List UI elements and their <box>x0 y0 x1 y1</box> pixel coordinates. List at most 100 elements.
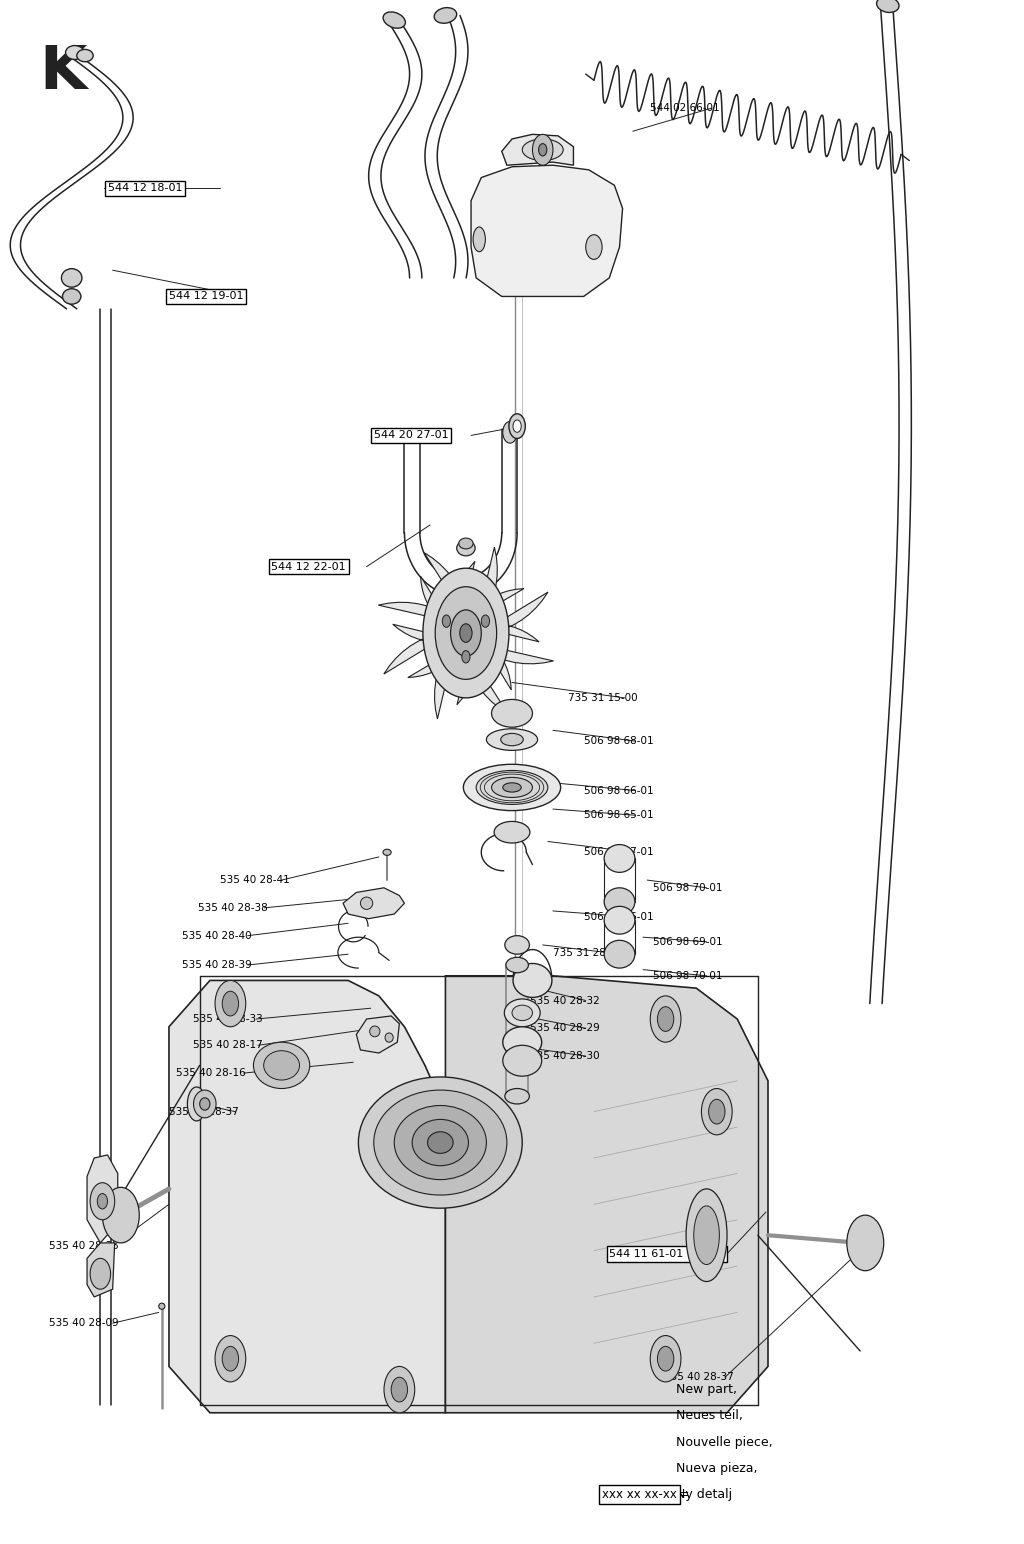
Ellipse shape <box>66 45 84 60</box>
Circle shape <box>90 1258 111 1289</box>
Ellipse shape <box>254 1042 310 1089</box>
Circle shape <box>215 1336 246 1382</box>
Polygon shape <box>502 134 573 165</box>
Text: 535 40 28-38: 535 40 28-38 <box>198 903 267 913</box>
Ellipse shape <box>394 1106 486 1180</box>
Circle shape <box>102 1187 139 1243</box>
Circle shape <box>509 414 525 438</box>
Text: 535 40 28-40: 535 40 28-40 <box>182 931 252 940</box>
Ellipse shape <box>522 139 563 161</box>
Ellipse shape <box>434 8 457 23</box>
Ellipse shape <box>694 1206 719 1265</box>
Circle shape <box>462 650 470 662</box>
Polygon shape <box>480 547 524 611</box>
Circle shape <box>709 1099 725 1124</box>
Text: 506 98 66-01: 506 98 66-01 <box>584 786 653 795</box>
Ellipse shape <box>604 845 635 872</box>
Text: Ny detalj: Ny detalj <box>676 1488 732 1501</box>
Circle shape <box>97 1194 108 1209</box>
Text: 535 40 28-32: 535 40 28-32 <box>530 996 600 1005</box>
Ellipse shape <box>604 940 635 968</box>
Text: 535 40 28-16: 535 40 28-16 <box>176 1068 246 1078</box>
Polygon shape <box>87 1243 115 1297</box>
Text: 535 40 28-29: 535 40 28-29 <box>530 1024 600 1033</box>
Ellipse shape <box>604 906 635 934</box>
Circle shape <box>90 1183 115 1220</box>
Text: 506 98 69-01: 506 98 69-01 <box>653 937 723 946</box>
Polygon shape <box>356 1016 399 1053</box>
Text: xxx xx xx-xx: xxx xx xx-xx <box>602 1488 677 1501</box>
Polygon shape <box>445 976 768 1413</box>
Circle shape <box>657 1346 674 1371</box>
Text: 506 98 65-01: 506 98 65-01 <box>584 811 653 820</box>
Ellipse shape <box>586 235 602 259</box>
Text: 535 40 28-37: 535 40 28-37 <box>169 1107 239 1116</box>
Ellipse shape <box>513 963 552 997</box>
Polygon shape <box>378 576 443 619</box>
Ellipse shape <box>264 1050 300 1081</box>
Ellipse shape <box>505 936 529 954</box>
Ellipse shape <box>459 537 473 548</box>
Circle shape <box>222 991 239 1016</box>
Circle shape <box>532 134 553 165</box>
Circle shape <box>384 1366 415 1413</box>
Circle shape <box>460 624 472 642</box>
Ellipse shape <box>383 12 406 28</box>
Text: 506 98 67-01: 506 98 67-01 <box>584 848 653 857</box>
Ellipse shape <box>77 49 93 62</box>
Ellipse shape <box>383 849 391 855</box>
Ellipse shape <box>503 783 521 792</box>
Text: 535 40 28-35: 535 40 28-35 <box>49 1241 119 1251</box>
Ellipse shape <box>428 1132 453 1153</box>
Text: 535 40 28-41: 535 40 28-41 <box>220 875 290 885</box>
Ellipse shape <box>457 540 475 556</box>
Text: K: K <box>39 43 86 102</box>
Circle shape <box>503 422 517 443</box>
Ellipse shape <box>385 1033 393 1042</box>
Circle shape <box>391 1377 408 1402</box>
Ellipse shape <box>492 699 532 727</box>
Ellipse shape <box>501 733 523 746</box>
Ellipse shape <box>360 897 373 909</box>
Ellipse shape <box>492 778 532 797</box>
Text: 544 12 18-01: 544 12 18-01 <box>108 184 182 193</box>
Circle shape <box>657 1007 674 1031</box>
Ellipse shape <box>512 1005 532 1021</box>
Text: Neues teil,: Neues teil, <box>676 1410 742 1422</box>
Text: 544 20 27-01: 544 20 27-01 <box>374 431 449 440</box>
Circle shape <box>481 615 489 627</box>
Ellipse shape <box>61 269 82 287</box>
Circle shape <box>435 587 497 679</box>
Text: 506 98 66-01: 506 98 66-01 <box>584 913 653 922</box>
Text: 506 98 70-01: 506 98 70-01 <box>653 971 723 980</box>
Ellipse shape <box>473 227 485 252</box>
Ellipse shape <box>503 1045 542 1076</box>
Ellipse shape <box>200 1098 210 1110</box>
Text: 544 12 22-01: 544 12 22-01 <box>271 562 346 571</box>
Text: 506 98 68-01: 506 98 68-01 <box>584 736 653 746</box>
Circle shape <box>222 1346 239 1371</box>
Ellipse shape <box>62 289 81 304</box>
Text: 735 31 15-00: 735 31 15-00 <box>568 693 638 703</box>
Text: Nouvelle piece,: Nouvelle piece, <box>676 1436 772 1448</box>
Circle shape <box>650 996 681 1042</box>
Circle shape <box>215 980 246 1027</box>
Ellipse shape <box>486 729 538 750</box>
Ellipse shape <box>476 770 548 804</box>
Text: New part,: New part, <box>676 1383 737 1396</box>
Circle shape <box>451 610 481 656</box>
Circle shape <box>701 1089 732 1135</box>
Ellipse shape <box>494 821 530 843</box>
Circle shape <box>847 1215 884 1271</box>
Polygon shape <box>457 662 508 713</box>
Text: 544 02 66-01: 544 02 66-01 <box>650 103 720 113</box>
Ellipse shape <box>463 764 561 811</box>
Ellipse shape <box>505 1089 529 1104</box>
Polygon shape <box>87 1155 118 1243</box>
Text: 535 40 28-17: 535 40 28-17 <box>193 1041 262 1050</box>
Circle shape <box>539 144 547 156</box>
Ellipse shape <box>159 1303 165 1309</box>
Text: 535 40 28-30: 535 40 28-30 <box>530 1051 600 1061</box>
Ellipse shape <box>503 1027 542 1058</box>
Text: 535 40 28-09: 535 40 28-09 <box>49 1319 119 1328</box>
